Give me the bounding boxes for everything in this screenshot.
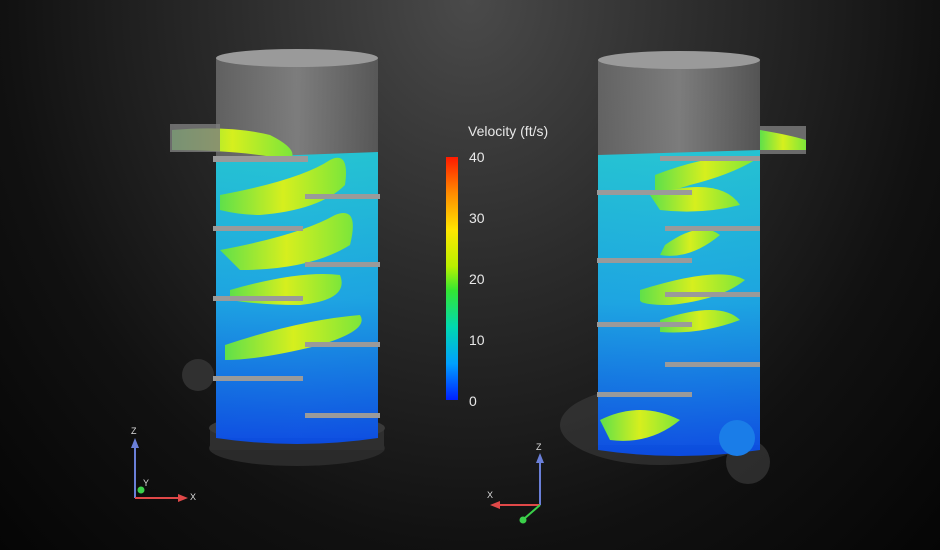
right-axis-z-label: Z bbox=[536, 442, 542, 452]
left-axis-x-label: X bbox=[190, 492, 197, 502]
right-tower bbox=[560, 51, 806, 484]
colorbar-tick-20: 20 bbox=[469, 271, 485, 287]
colorbar bbox=[446, 157, 458, 400]
colorbar-tick-10: 10 bbox=[469, 332, 485, 348]
colorbar-tick-30: 30 bbox=[469, 210, 485, 226]
left-axis-triad bbox=[131, 438, 188, 502]
left-axis-y-label: Y bbox=[143, 478, 150, 488]
colorbar-tick-0: 0 bbox=[469, 393, 477, 409]
left-tower bbox=[170, 49, 385, 466]
left-axis-z-label: Z bbox=[131, 426, 137, 436]
colorbar-title: Velocity (ft/s) bbox=[468, 123, 549, 139]
right-axis-triad bbox=[490, 453, 544, 524]
colorbar-tick-40: 40 bbox=[469, 149, 485, 165]
right-axis-x-label: X bbox=[487, 490, 494, 500]
